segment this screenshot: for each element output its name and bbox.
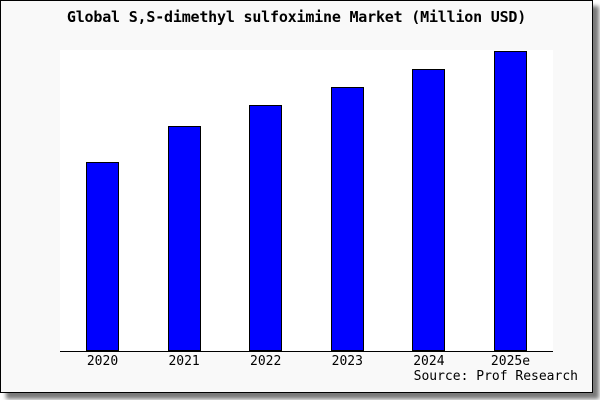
bar-2024: [412, 69, 446, 351]
x-tick-label-2021: 2021: [168, 354, 200, 369]
bar-2023: [330, 87, 364, 351]
source-credit: Source: Prof Research: [413, 369, 578, 384]
chart-figure: Global S,S-dimethyl sulfoximine Market (…: [0, 0, 593, 393]
x-tick-label-2020: 2020: [86, 354, 119, 369]
bar-2022: [249, 105, 283, 351]
chart-title: Global S,S-dimethyl sulfoximine Market (…: [66, 8, 527, 26]
bar-2021: [167, 126, 201, 351]
x-tick-label-2022: 2022: [250, 354, 282, 369]
plot-area: [60, 50, 553, 352]
x-tick-label-2023: 2023: [331, 354, 363, 369]
x-tick-label-2025e: 2025e: [490, 354, 531, 369]
x-tick-label-2024: 2024: [413, 354, 445, 369]
bar-2020: [86, 162, 119, 351]
bar-2025e: [494, 51, 527, 351]
